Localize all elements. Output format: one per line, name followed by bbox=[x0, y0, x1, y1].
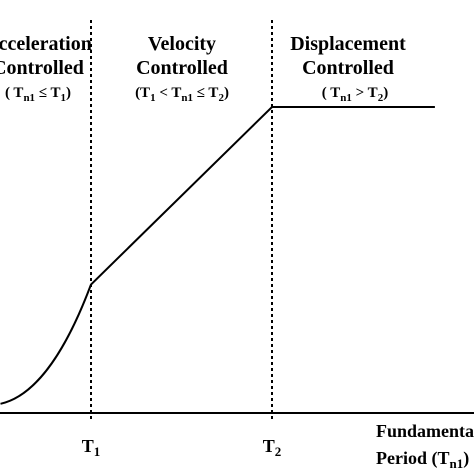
region-acceleration-condition: ( Tn1 ≤ T1) bbox=[5, 85, 71, 104]
region-displacement-title-line1: Displacement bbox=[290, 33, 406, 55]
region-acceleration-title-line2: Controlled bbox=[0, 57, 84, 79]
region-acceleration-title-line1: Acceleration bbox=[0, 33, 92, 55]
region-displacement-title-line2: Controlled bbox=[302, 57, 394, 79]
region-velocity-condition: (T1 < Tn1 ≤ T2) bbox=[135, 85, 229, 104]
x-axis-label-line2: Period (Tn1) bbox=[376, 448, 469, 471]
tick-label-t2: T2 bbox=[263, 436, 282, 459]
region-velocity-title-line1: Velocity bbox=[148, 33, 216, 55]
tick-label-t1: T1 bbox=[82, 436, 101, 459]
region-velocity-title-line2: Controlled bbox=[136, 57, 228, 79]
x-axis-label-line1: Fundamental bbox=[376, 421, 474, 441]
region-displacement-condition: ( Tn1 > T2) bbox=[322, 85, 388, 104]
series-line bbox=[0, 106, 435, 405]
